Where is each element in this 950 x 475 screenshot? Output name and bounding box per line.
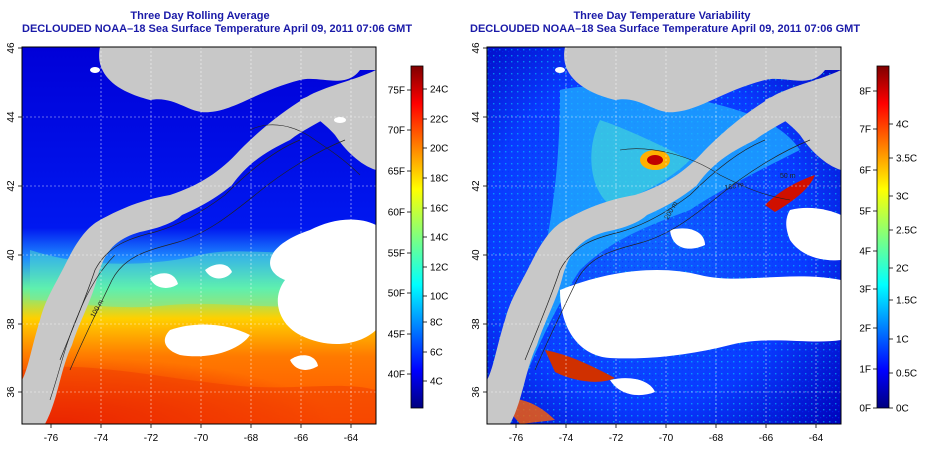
right-map-title: Three Day Temperature Variability DECLOU… [470, 10, 861, 36]
right-contour-label-50: 50 m [780, 173, 796, 180]
left-cbar-label-f: 50F [388, 289, 405, 300]
left-lat-tick-label: 44 [6, 111, 17, 123]
left-cbar-label-c: 14C [430, 233, 448, 244]
right-contour-label-100: 100 m [724, 182, 745, 192]
right-land-north [487, 47, 841, 113]
left-lon-tick-label: -64 [344, 433, 359, 444]
right-map-subtitle: DECLOUDED NOAA–18 Sea Surface Temperatur… [470, 23, 861, 35]
right-cloud-mask [560, 270, 841, 359]
left-lat-tick-label: 46 [6, 42, 17, 54]
left-land-coast [22, 47, 376, 424]
left-lat-tick-label: 38 [6, 318, 17, 330]
left-cbar-label-f: 75F [388, 86, 405, 97]
right-cbar-label-f: 4F [859, 247, 871, 258]
right-cbar-label-f: 0F [859, 404, 871, 415]
right-map: 100 m 200 m 50 m -76 -74 -72 -70 -68 -66 -6436… [471, 42, 842, 444]
left-land-north [22, 47, 376, 113]
left-cbar-label-f: 55F [388, 249, 405, 260]
right-cbar-label-c: 3C [896, 192, 909, 203]
left-cbar-label-c: 12C [430, 263, 448, 274]
left-grid [22, 47, 376, 424]
right-axes: -76 -74 -72 -70 -68 -66 -64 36 38 40 42 44 46 [471, 42, 824, 444]
left-axes: -76 -74 -72 -70 -68 -66 -64 36 38 40 42 44 46 [6, 42, 359, 444]
right-lat-tick-label: 42 [471, 180, 482, 192]
left-cbar-label-f: 40F [388, 370, 405, 381]
left-cbar-label-c: 24C [430, 85, 448, 96]
left-lon-tick-label: -68 [244, 433, 259, 444]
left-cbar-label-c: 6C [430, 348, 443, 359]
left-cbar-label-f: 45F [388, 330, 405, 341]
right-lon-tick-label: -74 [559, 433, 574, 444]
left-cbar-label-c: 20C [430, 144, 448, 155]
left-lon-tick-label: -74 [94, 433, 109, 444]
right-cbar-label-f: 5F [859, 207, 871, 218]
left-cloud-mask [270, 219, 376, 345]
right-lon-tick-label: -70 [659, 433, 674, 444]
left-colorbar-ramp [410, 65, 424, 409]
right-lat-tick-label: 36 [471, 386, 482, 398]
right-lat-tick-label: 38 [471, 318, 482, 330]
right-cbar-label-f: 6F [859, 166, 871, 177]
left-map-title-main: Three Day Rolling Average [130, 10, 270, 22]
right-lon-tick-label: -76 [509, 433, 524, 444]
right-lat-tick-label: 46 [471, 42, 482, 54]
left-cbar-label-f: 60F [388, 208, 405, 219]
right-cbar-label-c: 3.5C [896, 154, 917, 165]
left-cbar-label-c: 8C [430, 318, 443, 329]
right-cbar-label-f: 7F [859, 125, 871, 136]
left-cbar-label-f: 70F [388, 126, 405, 137]
left-lon-tick-label: -66 [294, 433, 309, 444]
right-cbar-label-c: 0.5C [896, 369, 917, 380]
right-cbar-label-f: 1F [859, 365, 871, 376]
right-map-frame [486, 46, 842, 425]
left-cbar-label-c: 10C [430, 292, 448, 303]
left-map-subtitle: DECLOUDED NOAA–18 Sea Surface Temperatur… [22, 23, 413, 35]
left-cbar-label-c: 18C [430, 174, 448, 185]
right-cbar-label-c: 2C [896, 264, 909, 275]
right-cbar-label-c: 4C [896, 120, 909, 131]
right-lon-tick-label: -68 [709, 433, 724, 444]
left-map-title: Three Day Rolling Average DECLOUDED NOAA… [22, 10, 413, 36]
left-lat-tick-label: 36 [6, 386, 17, 398]
left-lon-tick-label: -76 [44, 433, 59, 444]
left-cbar-label-c: 22C [430, 115, 448, 126]
right-colorbar-ramp [876, 65, 890, 409]
right-lon-tick-label: -72 [609, 433, 624, 444]
left-cbar-label-c: 4C [430, 377, 443, 388]
right-cbar-label-f: 8F [859, 87, 871, 98]
right-cbar-label-c: 1C [896, 335, 909, 346]
right-lon-tick-label: -64 [809, 433, 824, 444]
right-lat-tick-label: 40 [471, 249, 482, 261]
left-colorbar: 75F 70F 65F 60F 55F 50F 45F 40F 24C 22C 20C 18C 16C 1… [388, 65, 448, 409]
left-lat-tick-label: 42 [6, 180, 17, 192]
left-lat-tick-label: 40 [6, 249, 17, 261]
right-cbar-label-c: 0C [896, 404, 909, 415]
right-colorbar: 8F 7F 6F 5F 4F 3F 2F 1F 0F 4C 3.5C 3C 2.5C 2C 1.5C 1C 0.… [859, 65, 917, 415]
right-cbar-label-c: 2.5C [896, 226, 917, 237]
right-grid [487, 47, 841, 424]
left-map-frame [21, 46, 377, 425]
left-lon-tick-label: -72 [144, 433, 159, 444]
right-land-coast [487, 47, 841, 424]
right-lat-tick-label: 44 [471, 111, 482, 123]
left-lon-tick-label: -70 [194, 433, 209, 444]
right-lon-tick-label: -66 [759, 433, 774, 444]
right-cbar-label-f: 2F [859, 324, 871, 335]
right-cbar-label-c: 1.5C [896, 296, 917, 307]
right-map-title-main: Three Day Temperature Variability [573, 10, 751, 22]
right-cbar-label-f: 3F [859, 285, 871, 296]
left-cbar-label-f: 65F [388, 167, 405, 178]
left-cbar-label-c: 16C [430, 204, 448, 215]
